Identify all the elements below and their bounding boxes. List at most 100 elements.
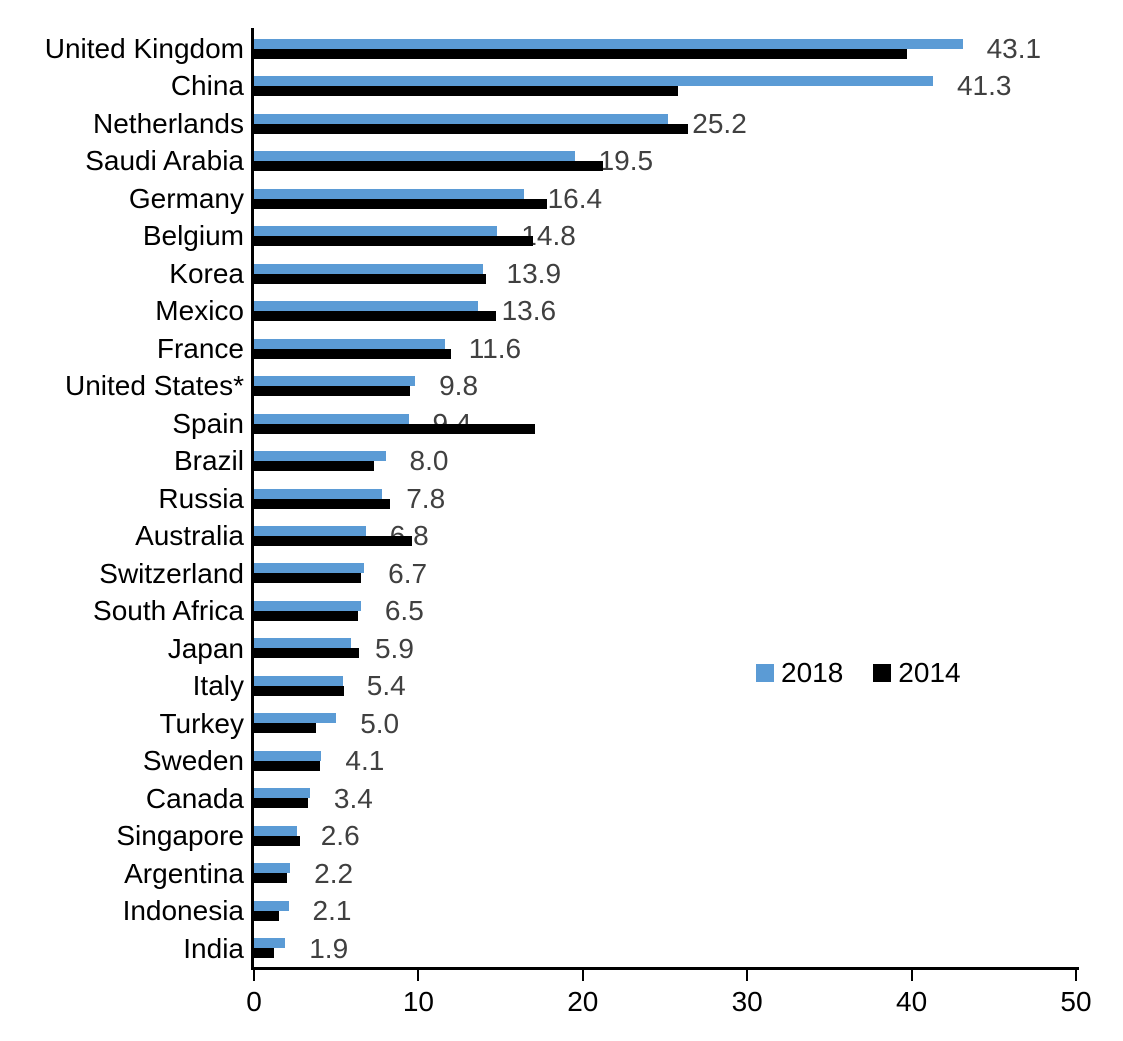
bar-2014 [254,311,496,322]
legend-item-2018: 2018 [756,657,843,689]
category-label: Switzerland [99,557,244,589]
value-label: 43.1 [986,33,1042,64]
value-label: 6.8 [390,517,429,554]
value-label: 16.4 [547,182,603,214]
x-tick-mark [910,970,913,981]
bar-2018 [254,338,445,349]
x-tick-label: 50 [1060,986,1092,1017]
value-label: 13.6 [501,295,557,327]
category-label: Mexico [155,295,244,327]
value-label: 3.4 [333,782,373,814]
bar-2018 [254,713,337,724]
bar-2014 [254,386,411,397]
bar-2014 [254,535,412,546]
value-label: 2.1 [312,895,352,927]
bar-2014 [254,198,547,209]
value-label: 1.9 [309,932,349,964]
bar-2014 [254,648,360,659]
bar-2018 [254,600,361,611]
category-label: China [170,70,244,102]
value-label: 9.8 [439,370,479,402]
category-label: Netherlands [93,107,244,139]
bar-2018 [254,525,366,536]
bar-2018 [254,788,310,799]
bar-2018 [254,38,963,49]
value-label: 11.6 [468,332,522,364]
category-label: Saudi Arabia [85,145,244,177]
x-tick-label: 30 [731,986,763,1017]
bar-2014 [254,123,689,134]
bar-2014 [254,498,391,509]
x-tick-label: 0 [246,986,262,1017]
category-label: Italy [192,670,244,702]
x-tick-mark [746,970,749,981]
bar-2014 [254,348,452,359]
bar-2018 [254,900,289,911]
bar-2018 [254,451,386,462]
legend-swatch-2018 [756,664,774,682]
category-label: Canada [145,782,244,814]
bar-2018 [254,863,291,874]
bar-2014 [254,873,287,884]
bar-2014 [254,48,907,59]
x-axis-line [251,967,1079,970]
bar-2018 [254,113,669,124]
bar-2014 [254,835,301,846]
y-axis-line [251,28,254,970]
category-label: Sweden [142,745,244,777]
bar-2014 [254,461,374,472]
category-label: France [156,332,244,364]
value-label: 5.9 [374,632,414,664]
category-label: Singapore [116,820,244,852]
category-label: Korea [169,257,244,289]
bar-2018 [254,188,524,199]
category-label: United States* [65,370,244,402]
bar-2014 [254,760,320,771]
value-label: 25.2 [692,107,747,139]
x-tick-mark [417,970,420,981]
value-label: 2.2 [314,857,354,889]
x-tick-mark [253,970,255,981]
bar-2014 [254,573,361,584]
value-label: 13.9 [506,257,562,289]
category-label: South Africa [93,595,244,627]
bar-2014 [254,685,345,696]
category-label: Japan [167,632,244,664]
bar-2018 [254,488,383,499]
bar-2018 [254,638,351,649]
x-tick-mark [1075,970,1077,981]
value-label: 19.5 [598,145,654,177]
category-label: Indonesia [122,895,244,927]
legend-label-2018: 2018 [781,657,844,688]
category-label: India [183,932,244,964]
value-label: 2.6 [320,820,360,852]
value-label: 4.1 [345,745,385,777]
category-label: Belgium [142,220,244,252]
category-label: Turkey [159,707,244,739]
x-tick-mark [581,970,584,981]
bar-2018 [254,413,409,424]
bar-2018 [254,151,575,162]
category-label: Germany [128,182,244,214]
x-tick-label: 10 [402,986,434,1017]
category-label: Australia [135,520,244,552]
category-label: United Kingdom [44,33,244,64]
value-label: 41.3 [956,70,1012,102]
category-label: Russia [158,482,244,514]
bar-2014 [254,86,679,97]
legend-swatch-2014 [873,664,892,682]
bar-2014 [254,723,317,734]
value-label: 5.4 [366,670,406,702]
bar-2018 [254,76,933,87]
bar-2014 [254,948,274,959]
bar-2018 [254,376,416,387]
bar-2014 [254,910,279,921]
bar-2018 [254,263,483,274]
category-label: Brazil [173,445,244,477]
bar-2018 [254,301,478,312]
bar-2018 [254,563,365,574]
x-tick-label: 20 [567,986,599,1017]
value-label: 7.8 [406,482,446,514]
bar-2014 [254,610,358,621]
